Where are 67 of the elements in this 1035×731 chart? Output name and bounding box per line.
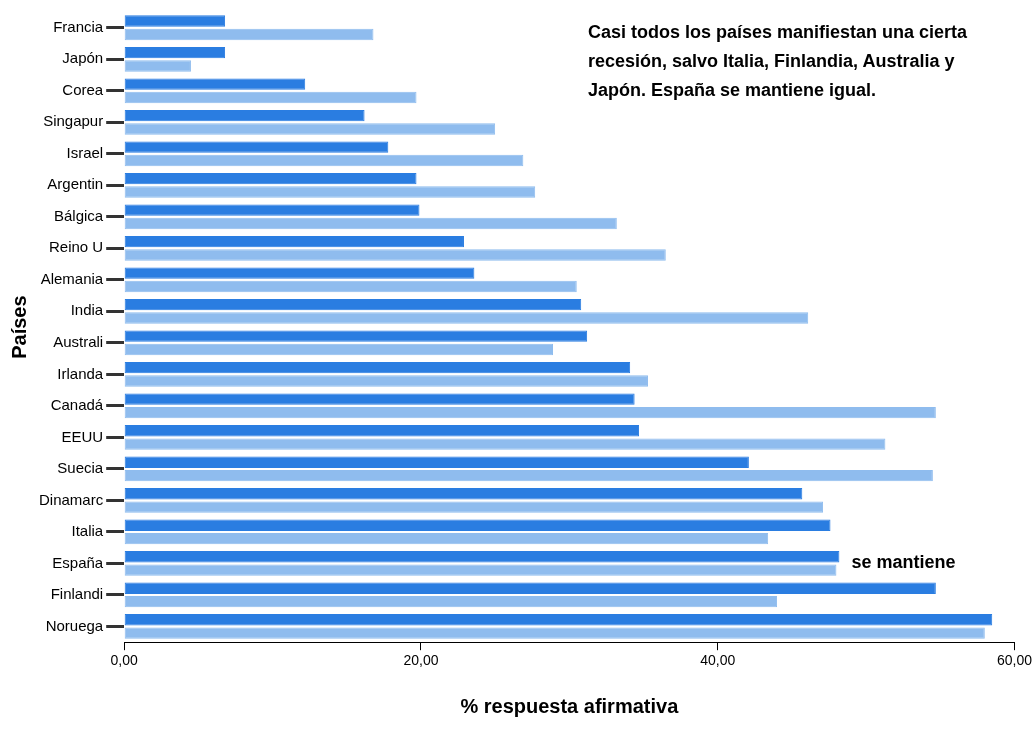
y-tick-label: Bálgica [53, 206, 104, 224]
bar [124, 235, 464, 248]
bar [124, 595, 778, 608]
bar [124, 109, 365, 122]
bar [124, 406, 936, 419]
bar [124, 438, 886, 450]
bar [124, 375, 648, 387]
bar [124, 312, 809, 324]
bar [124, 425, 640, 437]
x-axis-title: % respuesta afirmativa [460, 694, 680, 717]
bar [124, 627, 985, 639]
y-tick-label: EEUU [61, 427, 104, 445]
bar [124, 91, 417, 104]
bar [124, 456, 749, 468]
bar [124, 204, 420, 216]
bar [124, 141, 389, 153]
y-tick-label: Argentin [47, 175, 104, 193]
bar [124, 249, 666, 261]
bar [124, 393, 635, 405]
y-tick-label: Noruega [45, 616, 104, 634]
bar [124, 488, 803, 500]
bar [124, 60, 191, 72]
bar [124, 501, 824, 513]
y-tick-label: Dinamarc [38, 490, 104, 508]
x-tick-label: 0,00 [110, 652, 139, 669]
y-tick-label: Corea [62, 80, 104, 98]
bar [124, 280, 577, 293]
bar [124, 78, 306, 90]
bar [124, 172, 417, 185]
y-tick-label: Suecia [57, 459, 104, 477]
bar [124, 551, 840, 563]
bar [124, 519, 831, 531]
bar [124, 154, 524, 167]
annotation: Casi todos los países manifiestan una cierta recesión, salvo Italia, Finlandia, Australia y Japón. España se mantiene igual. [588, 21, 969, 100]
bar [124, 564, 837, 576]
y-tick-label: Singapur [43, 112, 104, 130]
bar [124, 582, 936, 594]
y-tick-label: Francia [53, 17, 104, 35]
bar [124, 217, 617, 230]
y-tick-label: Reino U [48, 238, 104, 256]
y-tick-label: Finlandi [50, 585, 104, 603]
x-tick-label: 60,00 [996, 652, 1033, 669]
y-tick-label: India [70, 301, 104, 319]
bar [124, 330, 588, 342]
y-tick-label: España [52, 553, 104, 571]
bar [124, 469, 933, 482]
y-tick-label: Canadá [50, 396, 104, 414]
bar [124, 267, 475, 279]
y-tick-label: Italia [71, 522, 104, 540]
y-tick-label: Alemania [40, 269, 104, 287]
y-tick-label: Australi [53, 333, 104, 350]
bar [124, 361, 631, 374]
x-tick-label: 20,00 [403, 652, 439, 669]
bar [124, 28, 374, 41]
y-tick-label: Irlanda [57, 364, 104, 382]
bar [124, 186, 536, 198]
y-tick-label: Japón [62, 49, 104, 67]
bar [124, 532, 769, 545]
x-tick-label: 40,00 [700, 652, 736, 669]
bar [124, 614, 993, 626]
annotation: se mantiene [851, 552, 956, 573]
bar [124, 46, 226, 59]
bar [124, 298, 582, 311]
bar [124, 123, 496, 135]
y-tick-label: Israel [66, 143, 104, 161]
y-axis-title: Países [7, 295, 30, 359]
bar [124, 343, 554, 356]
